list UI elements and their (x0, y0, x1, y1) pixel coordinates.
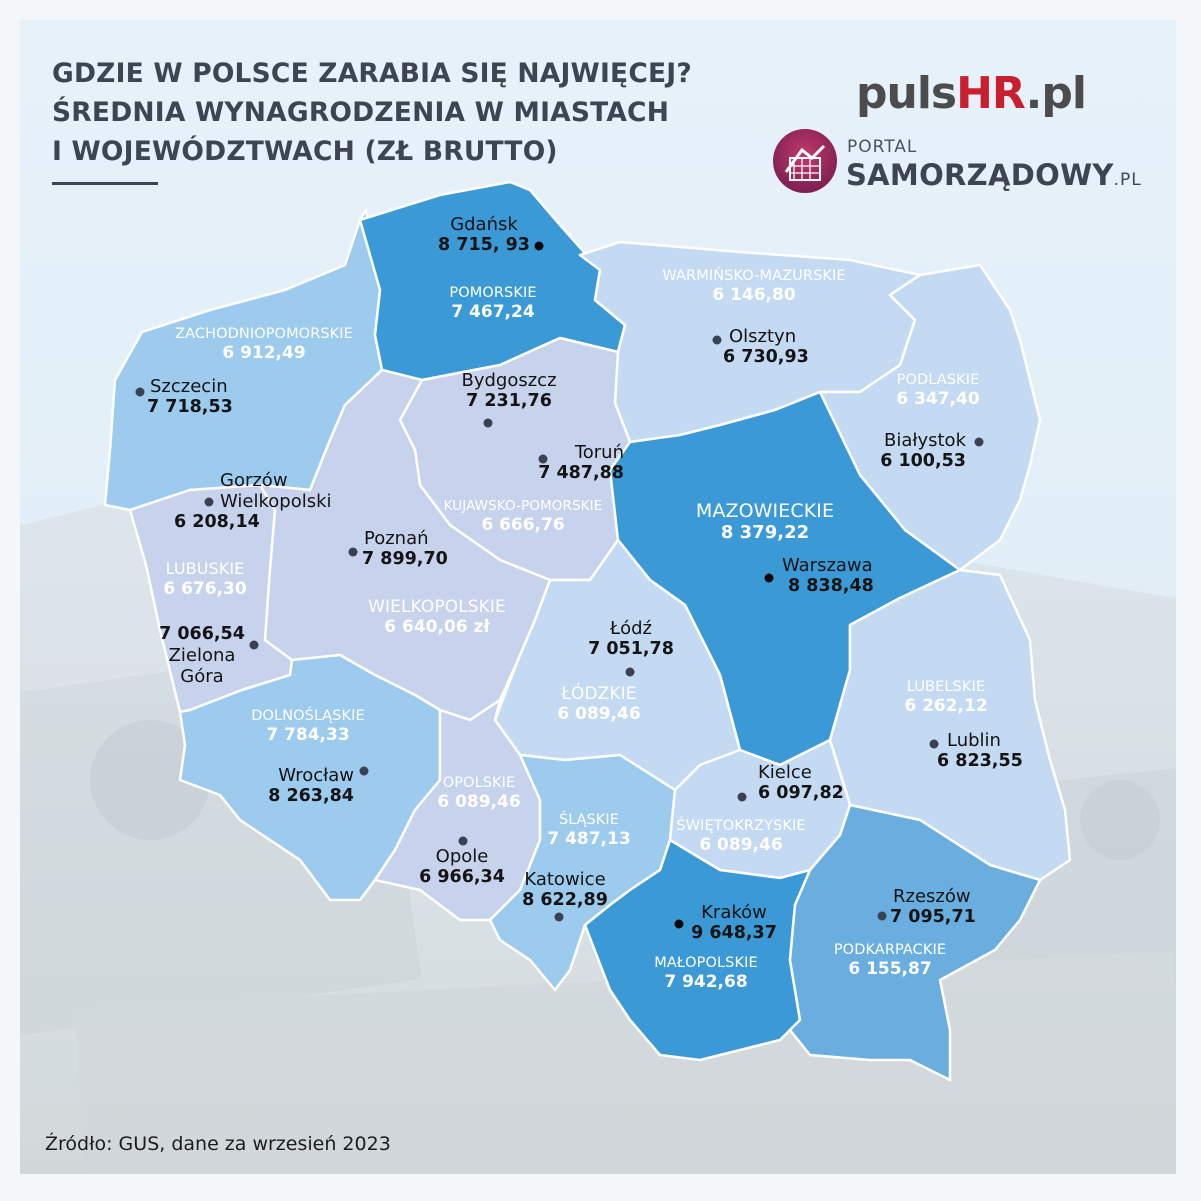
city-label-warszawa: Warszawa 8 838,48 (782, 555, 874, 597)
title-line-1: GDZIE W POLSCE ZARABIA SIĘ NAJWIĘCEJ? (52, 58, 692, 89)
city-dot-zielona-gora[interactable] (249, 640, 259, 650)
label-swietokrzyskie: ŚWIĘTOKRZYSKIE 6 089,46 (676, 818, 806, 856)
region-slaskie[interactable] (488, 753, 677, 992)
region-podkarpackie[interactable] (788, 803, 1042, 1082)
city-dot-bialystok[interactable] (974, 437, 984, 447)
city-dot-warszawa[interactable] (764, 573, 774, 583)
city-label-krakow: Kraków 9 648,37 (691, 902, 777, 944)
city-label-zielona-gora: 7 066,54 Zielona Góra (159, 624, 245, 687)
samorzadowy-logo-text: SAMORZĄDOWY.PL (846, 158, 1142, 192)
city-label-szczecin: Szczecin 7 718,53 (147, 376, 233, 418)
label-zachodniopomorskie: ZACHODNIOPOMORSKIE 6 912,49 (175, 326, 353, 364)
city-dot-szczecin[interactable] (135, 387, 145, 397)
city-dot-kielce[interactable] (737, 792, 747, 802)
label-lubelskie: LUBELSKIE 6 262,12 (904, 679, 988, 717)
portal-samorzadowy-emblem-icon (773, 129, 837, 193)
city-label-lodz: Łódź 7 051,78 (588, 618, 674, 660)
city-label-rzeszow: Rzeszów 7 095,71 (890, 886, 976, 928)
page-title: GDZIE W POLSCE ZARABIA SIĘ NAJWIĘCEJ? ŚR… (52, 54, 692, 171)
city-label-lublin: Lublin 6 823,55 (937, 730, 1023, 772)
title-line-3: I WOJEWÓDZTWACH (ZŁ BRUTTO) (52, 136, 558, 167)
label-pomorskie: POMORSKIE 7 467,24 (449, 285, 537, 323)
label-kujawsko-pomorskie: KUJAWSKO-POMORSKIE 6 666,76 (443, 498, 603, 535)
city-label-bialystok: Białystok 6 100,53 (880, 430, 966, 472)
city-label-gorzow: Gorzów Wielkopolski 6 208,14 (174, 470, 332, 533)
city-dot-poznan[interactable] (348, 547, 358, 557)
source-note: Źródło: GUS, dane za wrzesień 2023 (45, 1133, 391, 1155)
city-dot-gorzow[interactable] (204, 497, 214, 507)
city-dot-lublin[interactable] (929, 739, 939, 749)
city-label-bydgoszcz: Bydgoszcz 7 231,76 (461, 370, 557, 412)
city-label-gdansk: Gdańsk 8 715, 93 (438, 214, 530, 256)
label-dolnoslaskie: DOLNOŚLĄSKIE 7 784,33 (251, 708, 365, 746)
city-dot-gdansk[interactable] (534, 241, 544, 251)
city-dot-rzeszow[interactable] (877, 911, 887, 921)
city-label-poznan: Poznań 7 899,70 (362, 528, 448, 570)
city-label-katowice: Katowice 8 622,89 (522, 869, 608, 911)
label-wielkopolskie: WIELKOPOLSKIE 6 640,06 zł (368, 597, 506, 638)
infographic-card: GDZIE W POLSCE ZARABIA SIĘ NAJWIĘCEJ? ŚR… (20, 20, 1176, 1174)
city-dot-torun[interactable] (538, 454, 548, 464)
city-dot-opole[interactable] (458, 836, 468, 846)
city-dot-katowice[interactable] (554, 912, 564, 922)
pulshr-logo: pulsHR.pl (856, 68, 1087, 119)
poland-map (103, 180, 1072, 1082)
label-mazowieckie: MAZOWIECKIE 8 379,22 (695, 500, 835, 544)
region-podlaskie[interactable] (818, 263, 1042, 572)
city-dot-bydgoszcz[interactable] (483, 418, 493, 428)
title-underline (52, 182, 158, 185)
title-line-2: ŚREDNIA WYNAGRODZENIA W MIASTACH (52, 97, 670, 128)
label-lubuskie: LUBUSKIE 6 676,30 (163, 559, 247, 599)
city-label-olsztyn: Olsztyn 6 730,93 (723, 326, 809, 368)
city-dot-wroclaw[interactable] (359, 766, 369, 776)
label-slaskie: ŚLĄSKIE 7 487,13 (547, 812, 631, 850)
portal-label: PORTAL (847, 137, 918, 157)
label-lodzkie: ŁÓDZKIE 6 089,46 (557, 684, 641, 725)
city-dot-krakow[interactable] (674, 919, 684, 929)
city-label-torun: Toruń 7 487,88 (538, 442, 624, 484)
city-dot-lodz[interactable] (625, 667, 635, 677)
label-podlaskie: PODLASKIE 6 347,40 (896, 372, 980, 410)
label-malopolskie: MAŁOPOLSKIE 7 942,68 (654, 955, 758, 993)
region-lubelskie[interactable] (828, 568, 1072, 882)
label-podkarpackie: PODKARPACKIE 6 155,87 (833, 942, 947, 980)
city-label-opole: Opole 6 966,34 (419, 846, 505, 888)
city-dot-olsztyn[interactable] (712, 335, 722, 345)
label-opolskie: OPOLSKIE 6 089,46 (437, 775, 521, 813)
city-label-kielce: Kielce 6 097,82 (758, 762, 844, 804)
city-label-wroclaw: Wrocław 8 263,84 (268, 765, 354, 807)
label-warminsko-mazurskie: WARMIŃSKO-MAZURSKIE 6 146,80 (662, 268, 846, 306)
